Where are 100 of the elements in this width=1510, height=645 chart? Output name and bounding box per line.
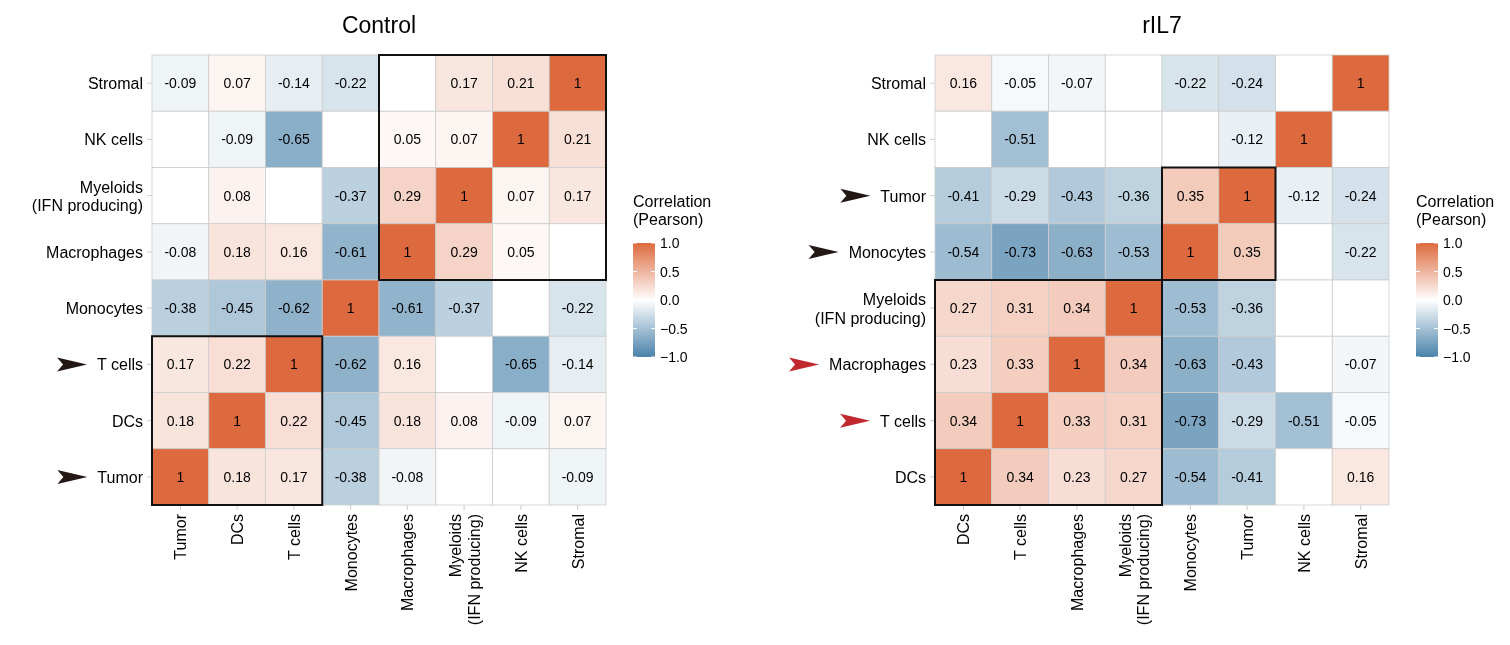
data-label: -0.12 xyxy=(1231,131,1264,148)
y-tick-label: DCs xyxy=(111,412,143,430)
data-label: 1 xyxy=(176,468,185,485)
y-tick-label: NK cells xyxy=(867,131,926,149)
data-label: 0.35 xyxy=(1233,243,1261,260)
color-bar-label: −1.0 xyxy=(1443,349,1471,365)
data-label: 1 xyxy=(1299,131,1308,148)
data-label: 0.33 xyxy=(1063,412,1091,429)
x-tick-label: Tumor xyxy=(1239,513,1257,560)
x-tick-label: Tumor xyxy=(172,513,190,560)
y-tick-label: DCs xyxy=(894,468,926,486)
x-tick-label: Stromal xyxy=(1352,514,1370,570)
data-label: -0.54 xyxy=(1174,468,1207,485)
data-label: -0.41 xyxy=(1231,468,1264,485)
chart-title: Control xyxy=(341,12,417,38)
data-label: 0.21 xyxy=(564,131,592,148)
data-label: -0.05 xyxy=(1344,412,1377,429)
x-tick-label: NK cells xyxy=(512,514,530,573)
data-label: -0.29 xyxy=(1231,412,1264,429)
data-label: -0.08 xyxy=(164,243,197,260)
data-label: 1 xyxy=(1356,75,1365,92)
data-label: -0.07 xyxy=(1344,356,1377,373)
y-tick-label: NK cells xyxy=(84,131,143,149)
data-label: -0.51 xyxy=(1004,131,1037,148)
data-label: -0.14 xyxy=(277,75,311,92)
data-label: 0.08 xyxy=(450,412,478,429)
color-bar-label: −1.0 xyxy=(660,349,688,365)
data-label: 1 xyxy=(1186,243,1195,260)
data-label: 1 xyxy=(403,243,412,260)
data-label: 1 xyxy=(1129,300,1138,317)
data-label: -0.53 xyxy=(1117,243,1150,260)
data-label: 0.34 xyxy=(949,412,978,429)
data-label: -0.54 xyxy=(947,243,980,260)
data-label: 0.18 xyxy=(223,468,251,485)
y-tick-label: T cells xyxy=(97,356,143,374)
data-label: -0.36 xyxy=(1231,300,1264,317)
data-label: -0.38 xyxy=(164,300,197,317)
data-label: 0.16 xyxy=(949,75,978,92)
data-label: 0.34 xyxy=(1120,356,1148,373)
data-label: 0.08 xyxy=(223,187,251,204)
x-tick-label: Macrophages xyxy=(399,514,417,611)
data-label: -0.63 xyxy=(1060,243,1094,260)
data-label: 1 xyxy=(346,300,355,317)
x-tick-label: DCs xyxy=(955,514,973,546)
data-label: 0.17 xyxy=(166,356,195,373)
color-bar-label: 1.0 xyxy=(1443,235,1463,251)
data-label: -0.22 xyxy=(561,300,594,317)
data-label: -0.51 xyxy=(1287,412,1321,429)
data-label: -0.22 xyxy=(1344,243,1377,260)
color-bar-label: 1.0 xyxy=(660,235,680,251)
data-label: -0.09 xyxy=(504,412,538,429)
data-label: 0.33 xyxy=(1006,356,1034,373)
data-label: 1 xyxy=(573,75,582,92)
data-label: -0.45 xyxy=(334,412,367,429)
data-label: -0.38 xyxy=(334,468,367,485)
data-label: 0.27 xyxy=(949,300,978,317)
data-label: 0.31 xyxy=(1120,412,1148,429)
x-tick-label: Macrophages xyxy=(1068,514,1086,611)
data-label: 0.07 xyxy=(450,131,478,148)
data-label: -0.61 xyxy=(334,243,367,260)
x-tick-label: NK cells xyxy=(1295,514,1313,573)
color-bar-label: −0.5 xyxy=(660,320,688,337)
data-label: 0.29 xyxy=(450,243,478,260)
x-tick-label: Myeloids (IFN producing) xyxy=(447,514,483,626)
data-label: -0.65 xyxy=(504,356,538,373)
x-tick-label: Monocytes xyxy=(1182,514,1200,592)
data-label: -0.37 xyxy=(448,300,481,317)
data-label: 0.31 xyxy=(1006,300,1034,317)
color-bar-label: −0.5 xyxy=(1443,320,1471,337)
data-label: 1 xyxy=(1072,356,1081,373)
data-label: -0.09 xyxy=(561,468,594,485)
data-label: 0.07 xyxy=(223,75,251,92)
data-label: -0.09 xyxy=(221,131,254,148)
color-bar-label: 0.0 xyxy=(1443,292,1463,308)
y-tick-label: Monocytes xyxy=(65,300,143,318)
data-label: -0.62 xyxy=(277,300,311,317)
data-label: -0.12 xyxy=(1287,187,1321,204)
data-label: 0.17 xyxy=(450,75,478,92)
data-label: -0.62 xyxy=(334,356,367,373)
data-label: 0.17 xyxy=(564,187,592,204)
data-label: 0.18 xyxy=(223,243,251,260)
data-label: 1 xyxy=(959,468,968,485)
data-label: 0.07 xyxy=(564,412,592,429)
y-tick-label: Tumor xyxy=(97,468,144,486)
x-tick-label: DCs xyxy=(229,514,247,546)
y-tick-label: T cells xyxy=(880,412,926,430)
color-bar-label: 0.5 xyxy=(1443,263,1463,280)
data-label: -0.65 xyxy=(277,131,311,148)
x-tick-label: T cells xyxy=(285,514,303,560)
data-label: 0.07 xyxy=(507,187,535,204)
data-label: 1 xyxy=(289,356,298,373)
data-label: 0.29 xyxy=(393,187,422,204)
data-label: 1 xyxy=(1243,187,1252,204)
data-label: -0.43 xyxy=(1060,187,1094,204)
data-label: 0.18 xyxy=(393,412,422,429)
data-label: 1 xyxy=(516,131,525,148)
data-label: -0.37 xyxy=(334,187,367,204)
data-label: -0.22 xyxy=(1174,75,1207,92)
data-label: -0.63 xyxy=(1174,356,1207,373)
y-tick-label: Tumor xyxy=(880,187,927,205)
